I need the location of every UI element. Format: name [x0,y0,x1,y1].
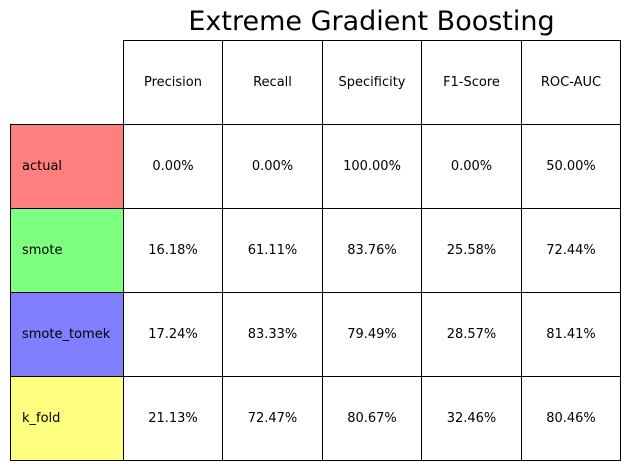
table-cell: 80.67% [322,376,422,461]
table-cell: 0.00% [123,124,223,209]
column-header-recall: Recall [222,40,323,125]
column-header-specificity: Specificity [322,40,422,125]
chart-title: Extreme Gradient Boosting [188,6,555,37]
column-header-roc-auc: ROC-AUC [521,40,621,125]
row-header-k-fold: k_fold [10,376,124,461]
table-cell: 21.13% [123,376,223,461]
row-header-actual: actual [10,124,124,209]
table-corner [11,41,124,125]
row-header-smote-tomek: smote_tomek [10,292,124,377]
table-cell: 80.46% [521,376,621,461]
table-row-smote: smote 16.18% 61.11% 83.76% 25.58% 72.44% [10,208,621,293]
metrics-table: Precision Recall Specificity F1-Score RO… [10,40,621,461]
column-header-f1-score: F1-Score [421,40,522,125]
table-cell: 25.58% [421,208,522,293]
table-cell: 72.44% [521,208,621,293]
row-header-smote: smote [10,208,124,293]
table-cell: 83.76% [322,208,422,293]
table-cell: 100.00% [322,124,422,209]
table-cell: 17.24% [123,292,223,377]
table-cell: 72.47% [222,376,323,461]
table-cell: 61.11% [222,208,323,293]
table-row-k-fold: k_fold 21.13% 72.47% 80.67% 32.46% 80.46… [10,376,621,461]
table-cell: 0.00% [421,124,522,209]
column-header-precision: Precision [123,40,223,125]
table-cell: 32.46% [421,376,522,461]
table-cell: 50.00% [521,124,621,209]
table-cell: 28.57% [421,292,522,377]
table-cell: 79.49% [322,292,422,377]
table-cell: 16.18% [123,208,223,293]
table-cell: 81.41% [521,292,621,377]
table-row-smote-tomek: smote_tomek 17.24% 83.33% 79.49% 28.57% … [10,292,621,377]
table-cell: 83.33% [222,292,323,377]
table-cell: 0.00% [222,124,323,209]
table-row-actual: actual 0.00% 0.00% 100.00% 0.00% 50.00% [10,124,621,209]
header-row: Precision Recall Specificity F1-Score RO… [11,40,621,125]
